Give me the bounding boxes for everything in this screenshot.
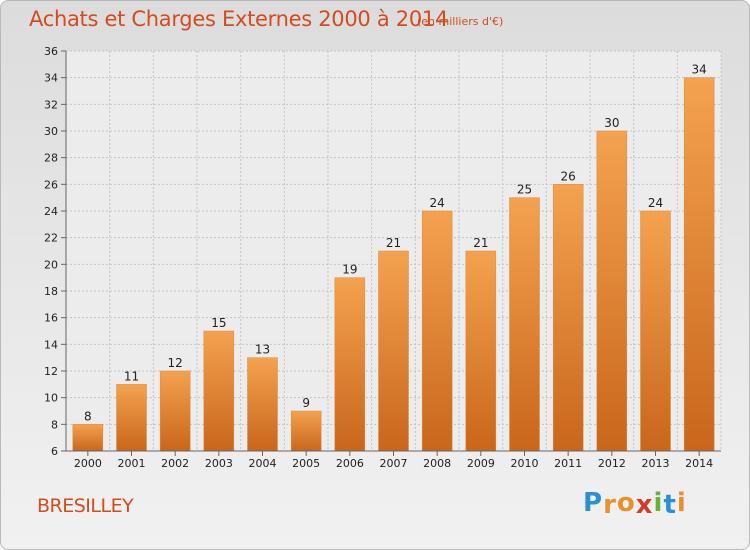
y-tick-label: 14 bbox=[44, 338, 58, 351]
data-label: 8 bbox=[84, 409, 92, 423]
y-tick-label: 6 bbox=[51, 445, 58, 458]
bar-2004 bbox=[247, 357, 278, 452]
data-label: 34 bbox=[692, 63, 707, 77]
y-tick-label: 10 bbox=[44, 392, 58, 405]
data-label: 26 bbox=[561, 169, 576, 183]
bar-2000 bbox=[72, 424, 104, 452]
y-tick-label: 34 bbox=[44, 72, 58, 85]
x-tick-label: 2001 bbox=[118, 457, 146, 470]
data-label: 11 bbox=[124, 369, 139, 383]
x-tick-label: 2000 bbox=[74, 457, 102, 470]
bar-2009 bbox=[465, 250, 497, 452]
x-tick-labels: 2000 2001 2002 2003 2004 2005 2006 2007 2008 2009… bbox=[74, 451, 713, 470]
x-tick-label: 2006 bbox=[336, 457, 364, 470]
y-tick-label: 8 bbox=[51, 418, 58, 431]
x-tick-label: 2010 bbox=[511, 457, 539, 470]
bars bbox=[72, 77, 715, 452]
y-tick-label: 20 bbox=[44, 258, 58, 271]
x-tick-label: 2005 bbox=[292, 457, 320, 470]
data-label: 25 bbox=[517, 183, 532, 197]
bar-2001 bbox=[116, 384, 147, 452]
y-tick-label: 22 bbox=[44, 232, 58, 245]
data-label: 24 bbox=[430, 196, 445, 210]
place-name: BRESILLEY bbox=[37, 495, 134, 517]
chart-subtitle: (en milliers d'€) bbox=[417, 15, 504, 28]
y-tick-labels: 6 8 10 12 14 16 18 20 22 24 26 28 30 32 34 36 bbox=[44, 45, 58, 458]
y-tick-label: 16 bbox=[44, 312, 58, 325]
bar-2003 bbox=[203, 330, 235, 452]
logo-letter: o bbox=[616, 488, 636, 518]
bar-2008 bbox=[421, 210, 453, 452]
bar-2012 bbox=[596, 130, 628, 452]
chart-title: Achats et Charges Externes 2000 à 2014 bbox=[29, 7, 449, 31]
x-tick-label: 2004 bbox=[249, 457, 277, 470]
data-label: 30 bbox=[604, 116, 619, 130]
bar-2007 bbox=[378, 250, 409, 452]
x-tick-label: 2009 bbox=[467, 457, 495, 470]
logo-letter: P bbox=[583, 488, 604, 518]
data-label: 21 bbox=[386, 236, 401, 250]
data-label: 19 bbox=[342, 263, 357, 277]
x-tick-label: 2008 bbox=[423, 457, 451, 470]
bar-2002 bbox=[159, 370, 191, 452]
bar-2006 bbox=[334, 277, 366, 452]
y-tick-label: 12 bbox=[44, 365, 58, 378]
logo-letter: i bbox=[653, 488, 664, 518]
x-tick-label: 2013 bbox=[642, 457, 670, 470]
y-tick-label: 30 bbox=[44, 125, 58, 138]
logo-letter: x bbox=[635, 490, 654, 520]
x-tick-label: 2011 bbox=[554, 457, 582, 470]
x-tick-label: 2007 bbox=[380, 457, 408, 470]
y-tick-label: 32 bbox=[44, 98, 58, 111]
logo-letter: t bbox=[663, 490, 677, 520]
y-tick-label: 18 bbox=[44, 285, 58, 298]
y-tick-label: 26 bbox=[44, 178, 58, 191]
data-label: 9 bbox=[302, 396, 310, 410]
y-tick-label: 28 bbox=[44, 152, 58, 165]
data-label: 15 bbox=[211, 316, 226, 330]
x-tick-label: 2012 bbox=[598, 457, 626, 470]
logo-letter: i bbox=[676, 488, 687, 518]
x-tick-label: 2014 bbox=[685, 457, 713, 470]
data-label: 21 bbox=[473, 236, 488, 250]
data-label: 12 bbox=[168, 356, 183, 370]
bar-2011 bbox=[552, 184, 584, 452]
x-tick-label: 2002 bbox=[161, 457, 189, 470]
y-tick-label: 36 bbox=[44, 45, 58, 58]
y-tick-label: 24 bbox=[44, 205, 58, 218]
data-label: 13 bbox=[255, 343, 270, 357]
logo-letter: r bbox=[603, 490, 617, 520]
proxiti-logo: Proxiti bbox=[583, 488, 687, 520]
bar-2010 bbox=[509, 197, 540, 452]
x-tick-label: 2003 bbox=[205, 457, 233, 470]
data-labels: 8 11 12 15 13 9 19 21 24 21 25 26 30 24 34 bbox=[84, 63, 707, 424]
bar-2014 bbox=[683, 77, 715, 452]
data-label: 24 bbox=[648, 196, 663, 210]
bar-2005 bbox=[290, 410, 322, 452]
bar-2013 bbox=[640, 210, 671, 452]
